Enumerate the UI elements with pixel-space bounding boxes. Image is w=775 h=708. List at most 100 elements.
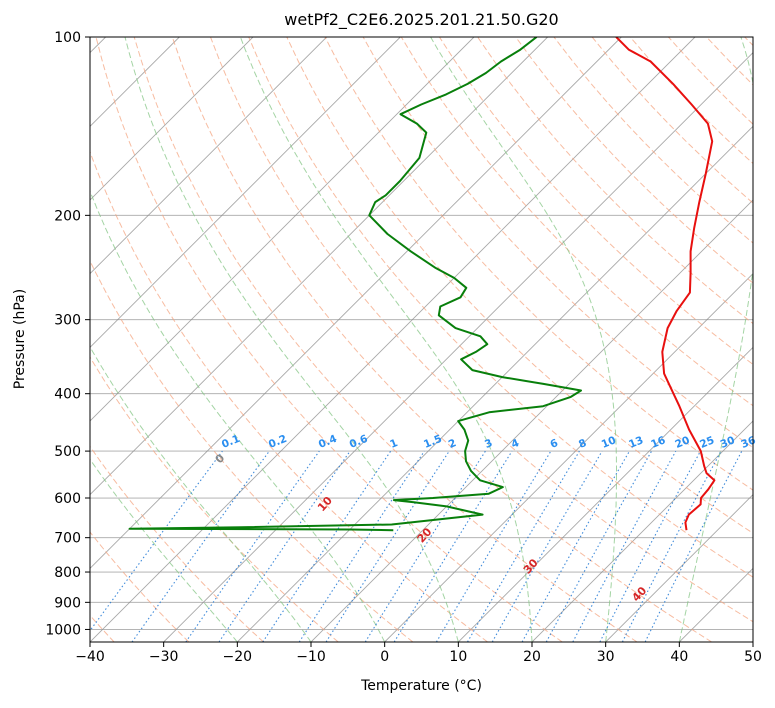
dry-adiabat-line xyxy=(90,356,339,642)
dry-adiabat-line xyxy=(438,37,753,366)
dewpoint-profile-line xyxy=(128,37,582,532)
dry-adiabat-line xyxy=(706,37,753,86)
y-tick-label: 200 xyxy=(54,208,81,224)
x-tick-label: −10 xyxy=(296,649,326,665)
axis-ticks: −40 −30 −20 −10 0 10 20 30 40 5010020030040050060… xyxy=(45,30,762,665)
mixing-ratio-label: 4 xyxy=(510,437,521,451)
dry-adiabat-line xyxy=(95,37,563,642)
moist-adiabat-line xyxy=(239,37,533,642)
x-tick-label: 50 xyxy=(744,649,762,665)
mixing-ratio-label: 3 xyxy=(483,437,494,451)
x-tick-label: −40 xyxy=(75,649,105,665)
mixing-ratio-label: 2 xyxy=(447,437,458,451)
moist-adiabat-line xyxy=(678,37,753,642)
dry-adiabat-label: 20 xyxy=(415,525,435,545)
mixing-ratio-label: 30 xyxy=(719,434,737,451)
mixing-ratio-label: 8 xyxy=(577,437,588,451)
dry-adiabat-line xyxy=(133,37,638,642)
isotherm-line xyxy=(458,346,753,642)
isotherm-line xyxy=(90,37,548,496)
moist-adiabat-line xyxy=(90,458,238,642)
isotherm-line xyxy=(237,125,753,642)
y-tick-label: 400 xyxy=(54,387,81,403)
y-tick-label: 700 xyxy=(54,531,81,547)
chart-title: wetPf2_C2E6.2025.201.21.50.G20 xyxy=(284,10,559,29)
background-lines xyxy=(90,37,753,642)
mixing-ratio-line xyxy=(185,450,320,642)
mixing-ratio-line xyxy=(218,450,351,642)
plot-frame xyxy=(89,36,754,643)
curve-labels: 0.1 0.2 0.4 0.6 1 1.5 2 3 4 6 8 10 13 16 20 25 30 3601020… xyxy=(213,433,758,605)
dry-adiabat-label: 30 xyxy=(521,556,541,576)
mixing-ratio-line xyxy=(545,450,653,642)
isotherm-line xyxy=(752,641,753,642)
dry-adiabat-line xyxy=(171,37,712,642)
dry-adiabat-line xyxy=(400,37,753,407)
x-tick-label: 10 xyxy=(449,649,467,665)
dry-adiabat-line xyxy=(90,150,488,642)
mixing-ratio-line xyxy=(131,450,270,642)
isotherm-line xyxy=(384,273,753,642)
moist-adiabat-line xyxy=(430,37,617,642)
moist-adiabat-line xyxy=(124,37,459,642)
dry-adiabat-line xyxy=(515,37,753,284)
mixing-ratio-label: 6 xyxy=(549,437,560,451)
sounding-curves xyxy=(128,37,716,532)
y-tick-label: 600 xyxy=(54,491,81,507)
mixing-ratio-label: 0.2 xyxy=(267,433,289,451)
moist-adiabat-line xyxy=(90,345,312,642)
temperature-profile-line xyxy=(615,37,716,531)
mixing-ratio-line xyxy=(521,450,630,642)
mixing-ratio-line xyxy=(467,450,580,642)
isotherm-line xyxy=(90,37,254,201)
mixing-ratio-line xyxy=(298,450,425,642)
isotherm-line xyxy=(605,494,753,642)
isotherm-line xyxy=(90,37,327,275)
mixing-ratio-line xyxy=(262,450,392,642)
isotherm-line xyxy=(90,37,696,642)
dry-adiabat-label: 0 xyxy=(213,451,228,466)
x-tick-label: −30 xyxy=(149,649,179,665)
dry-adiabat-line xyxy=(668,37,753,125)
mixing-ratio-label: 0.6 xyxy=(348,433,370,451)
mixing-ratio-label: 1.5 xyxy=(422,433,444,451)
x-tick-label: 0 xyxy=(380,649,389,665)
isotherm-line xyxy=(90,37,622,569)
x-tick-label: 40 xyxy=(670,649,688,665)
dry-adiabat-line xyxy=(591,37,753,204)
dry-adiabat-line xyxy=(90,445,264,642)
x-tick-label: 30 xyxy=(597,649,615,665)
mixing-ratio-label: 20 xyxy=(673,434,691,451)
mixing-ratio-line xyxy=(572,450,677,642)
moist-adiabat-line xyxy=(90,189,386,642)
mixing-ratio-line xyxy=(325,450,450,642)
y-tick-label: 100 xyxy=(54,30,81,46)
y-axis-label: Pressure (hPa) xyxy=(12,288,28,390)
isotherm-line xyxy=(90,37,475,422)
isotherm-line xyxy=(163,52,753,642)
y-tick-label: 300 xyxy=(54,313,81,329)
x-tick-label: 20 xyxy=(523,649,541,665)
mixing-ratio-label: 16 xyxy=(649,434,667,451)
mixing-ratio-line xyxy=(435,450,552,642)
dry-adiabat-line xyxy=(286,37,753,534)
isotherm-line xyxy=(679,567,753,642)
y-tick-label: 900 xyxy=(54,595,81,611)
isotherm-line xyxy=(90,37,401,348)
dry-adiabat-line xyxy=(744,37,753,47)
x-axis-label: Temperature (°C) xyxy=(361,678,482,694)
mixing-ratio-line xyxy=(644,450,743,642)
y-tick-label: 500 xyxy=(54,444,81,460)
isotherm-line xyxy=(310,199,753,642)
mixing-ratio-label: 10 xyxy=(600,434,618,451)
mixing-ratio-label: 1 xyxy=(388,437,399,451)
mixing-ratio-label: 25 xyxy=(698,434,716,451)
dry-adiabat-line xyxy=(90,259,414,642)
mixing-ratio-label: 13 xyxy=(627,434,645,451)
dry-adiabat-line xyxy=(248,37,753,578)
dry-adiabat-line xyxy=(90,531,190,642)
mixing-ratio-line xyxy=(90,450,223,632)
isotherm-line xyxy=(531,420,753,642)
mixing-ratio-label: 36 xyxy=(739,434,757,451)
